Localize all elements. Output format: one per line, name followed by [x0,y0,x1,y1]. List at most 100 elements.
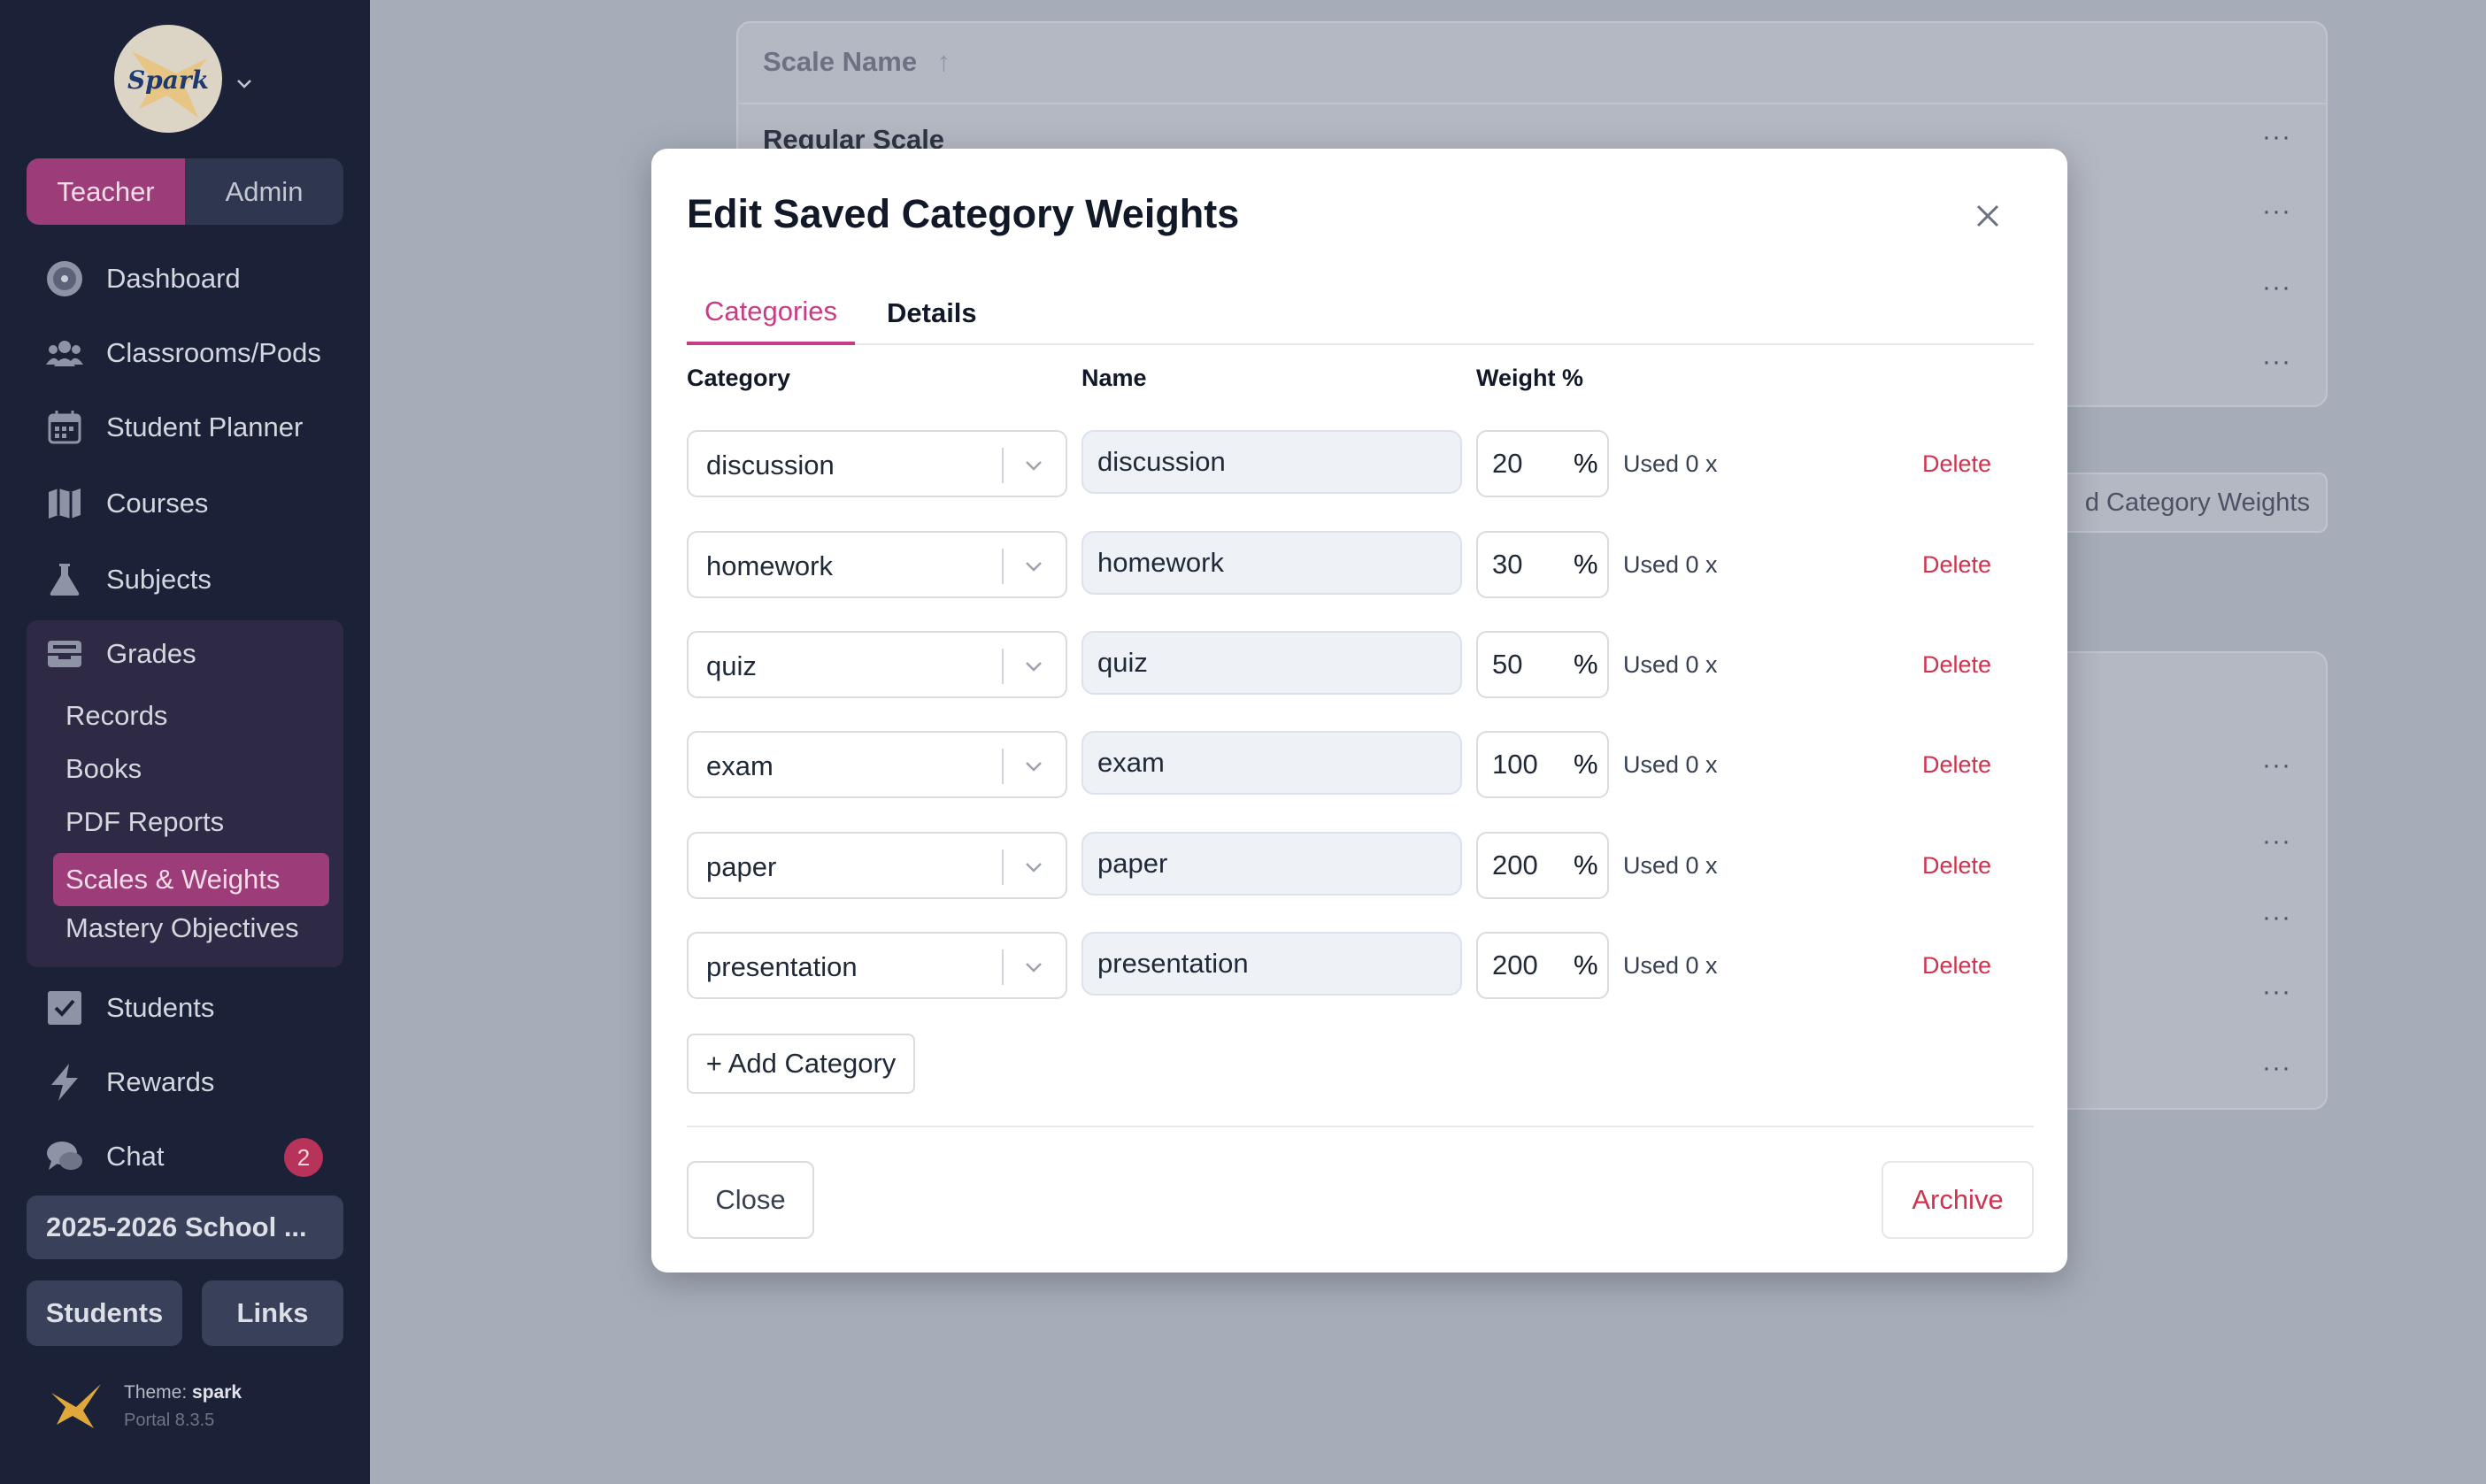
users-group-icon [44,333,85,373]
chevron-down-icon[interactable] [1021,554,1046,579]
nav-dashboard[interactable]: Dashboard [44,257,241,301]
nav-grades[interactable]: Grades [44,632,196,676]
nav-classrooms-label: Classrooms/Pods [106,337,321,368]
select-separator [1002,850,1004,885]
star-logo-icon [132,51,207,118]
category-name-input[interactable] [1081,932,1462,996]
role-admin-button[interactable]: Admin [225,175,304,207]
theme-label: Theme: [124,1382,188,1403]
nav-subjects[interactable]: Subjects [44,557,212,602]
nav-student-planner-label: Student Planner [106,411,304,442]
row-menu-button[interactable]: ··· [2262,750,2291,780]
chat-unread-badge: 2 [284,1138,323,1177]
role-teacher-button[interactable]: Teacher [27,158,185,225]
nav-grades-mastery-objectives[interactable]: Mastery Objectives [65,912,299,943]
row-menu-button[interactable]: ··· [2262,1053,2291,1082]
tab-details[interactable]: Details [887,297,977,328]
theme-name: spark [192,1382,242,1403]
add-category-weights-button[interactable]: d Category Weights [2018,473,2328,533]
weight-input[interactable]: 200 % [1476,932,1609,999]
usage-count: Used 0 x [1623,750,1718,778]
category-name-input[interactable] [1081,430,1462,494]
portal-version: Portal 8.3.5 [124,1411,215,1430]
category-select[interactable]: exam [687,731,1067,798]
category-name-input[interactable] [1081,531,1462,595]
school-logo[interactable]: Spark [114,25,222,133]
links-button[interactable]: Links [202,1280,343,1346]
sort-arrow-up-icon: ↑ [936,46,951,77]
weight-input[interactable]: 30 % [1476,531,1609,598]
select-separator [1002,448,1004,483]
nav-courses-label: Courses [106,488,209,519]
delete-button[interactable]: Delete [1922,750,1992,778]
close-button[interactable]: Close [687,1161,814,1239]
percent-symbol: % [1574,448,1598,479]
delete-button[interactable]: Delete [1922,851,1992,879]
weight-input[interactable]: 200 % [1476,832,1609,899]
nav-grades-pdf-reports[interactable]: PDF Reports [65,806,225,837]
modal-title: Edit Saved Category Weights [687,191,1240,236]
nav-grades-records[interactable]: Records [65,700,168,731]
school-year-selector[interactable]: 2025-2026 School ... [27,1196,343,1259]
category-name-input[interactable] [1081,832,1462,896]
chevron-down-icon[interactable] [1021,654,1046,679]
usage-count: Used 0 x [1623,450,1718,477]
category-name-input[interactable] [1081,731,1462,795]
row-menu-button[interactable]: ··· [2262,122,2291,151]
map-icon [44,483,85,524]
scale-name-column-header[interactable]: Scale Name ↑ [763,46,951,77]
nav-courses[interactable]: Courses [44,481,208,526]
category-select[interactable]: homework [687,531,1067,598]
delete-button[interactable]: Delete [1922,650,1992,678]
lightning-icon [44,1062,85,1103]
delete-button[interactable]: Delete [1922,550,1992,578]
tab-categories[interactable]: Categories [687,281,855,345]
chevron-down-icon[interactable] [1021,855,1046,880]
category-select[interactable]: discussion [687,430,1067,497]
add-category-button[interactable]: + Add Category [687,1034,915,1094]
nav-grades-label: Grades [106,638,196,669]
nav-rewards[interactable]: Rewards [44,1060,214,1104]
nav-grades-books[interactable]: Books [65,753,142,784]
chevron-down-icon[interactable] [1021,754,1046,779]
row-menu-button[interactable]: ··· [2262,977,2291,1006]
close-icon[interactable] [1970,198,2005,234]
logo-text: Spark [127,65,210,95]
weight-value: 200 [1492,850,1538,880]
percent-symbol: % [1574,649,1598,680]
name-column-header: Name [1081,365,1147,391]
delete-button[interactable]: Delete [1922,450,1992,477]
category-select[interactable]: presentation [687,932,1067,999]
nav-classrooms[interactable]: Classrooms/Pods [44,331,321,375]
row-menu-button[interactable]: ··· [2262,827,2291,856]
category-select[interactable]: paper [687,832,1067,899]
nav-students[interactable]: Students [44,986,214,1030]
category-row: discussion 20 % Used 0 x Delete [687,430,2034,499]
chevron-down-icon[interactable] [234,73,255,94]
category-column-header: Category [687,365,791,391]
delete-button[interactable]: Delete [1922,951,1992,979]
weight-input[interactable]: 50 % [1476,631,1609,698]
nav-grades-scales-weights[interactable]: Scales & Weights [53,853,329,906]
select-separator [1002,649,1004,684]
weight-input[interactable]: 20 % [1476,430,1609,497]
row-menu-button[interactable]: ··· [2262,196,2291,226]
category-name-input[interactable] [1081,631,1462,695]
students-button[interactable]: Students [27,1280,182,1346]
category-row: homework 30 % Used 0 x Delete [687,531,2034,600]
row-menu-button[interactable]: ··· [2262,903,2291,932]
footer-divider [687,1126,2034,1127]
theme-info: Theme: spark [124,1382,242,1403]
archive-button[interactable]: Archive [1882,1161,2034,1239]
weight-value: 20 [1492,448,1523,479]
chevron-down-icon[interactable] [1021,453,1046,478]
nav-subjects-label: Subjects [106,564,212,595]
weight-input[interactable]: 100 % [1476,731,1609,798]
row-menu-button[interactable]: ··· [2262,273,2291,302]
usage-count: Used 0 x [1623,951,1718,979]
nav-student-planner[interactable]: Student Planner [44,405,303,450]
row-menu-button[interactable]: ··· [2262,347,2291,376]
chevron-down-icon[interactable] [1021,955,1046,980]
nav-chat[interactable]: Chat [44,1134,164,1179]
category-select[interactable]: quiz [687,631,1067,698]
